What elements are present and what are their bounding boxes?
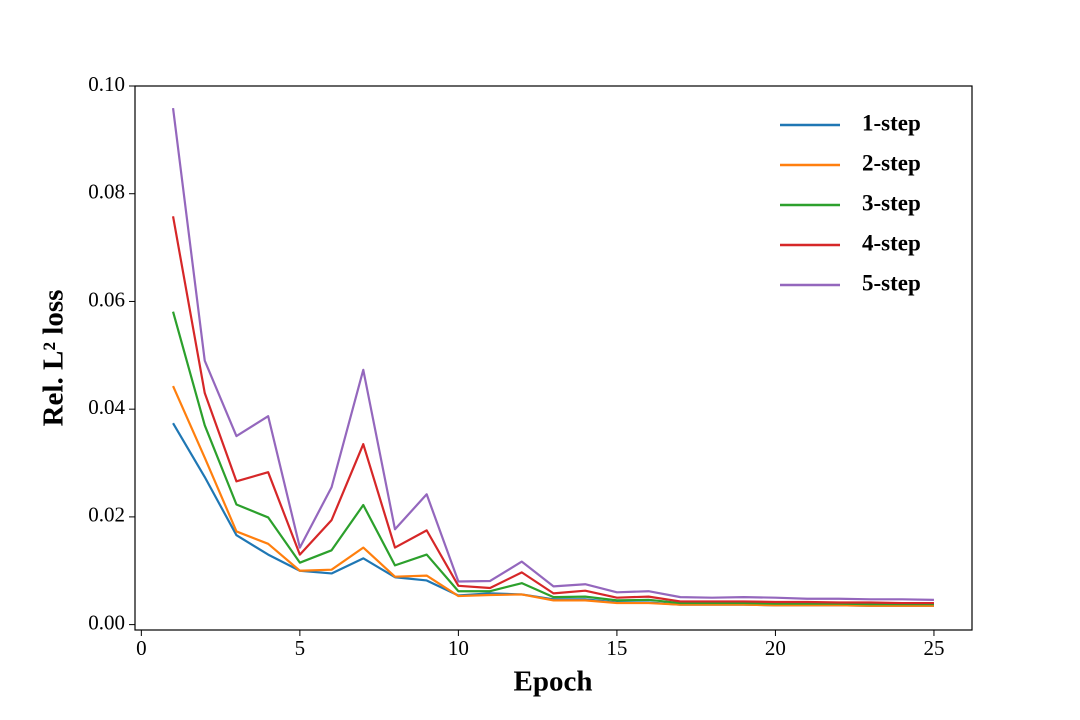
data-line xyxy=(171,216,934,605)
y-tick-label: 0.00 xyxy=(88,610,125,634)
y-tick-label: 0.04 xyxy=(88,395,125,419)
legend-label: 2-step xyxy=(862,150,921,175)
x-tick-label: 25 xyxy=(923,636,944,660)
plot-frame xyxy=(134,85,973,631)
x-tick-label: 0 xyxy=(136,636,147,660)
legend-label: 3-step xyxy=(862,190,921,215)
y-tick-label: 0.02 xyxy=(88,503,125,527)
legend-label: 5-step xyxy=(862,270,921,295)
y-tick-label: 0.10 xyxy=(88,72,125,96)
y-tick-label: 0.08 xyxy=(88,180,125,204)
legend-label: 4-step xyxy=(862,230,921,255)
data-line xyxy=(172,422,934,607)
x-tick-label: 15 xyxy=(606,636,627,660)
y-axis-label: Rel. L² loss xyxy=(38,290,70,427)
data-line xyxy=(172,385,934,607)
x-tick-label: 20 xyxy=(765,636,786,660)
data-line xyxy=(171,311,934,606)
data-line xyxy=(171,107,934,601)
x-tick-label: 10 xyxy=(448,636,469,660)
legend-label: 1-step xyxy=(862,110,921,135)
x-axis-label: Epoch xyxy=(514,666,593,698)
y-tick-label: 0.06 xyxy=(88,287,125,311)
x-tick-label: 5 xyxy=(295,636,306,660)
